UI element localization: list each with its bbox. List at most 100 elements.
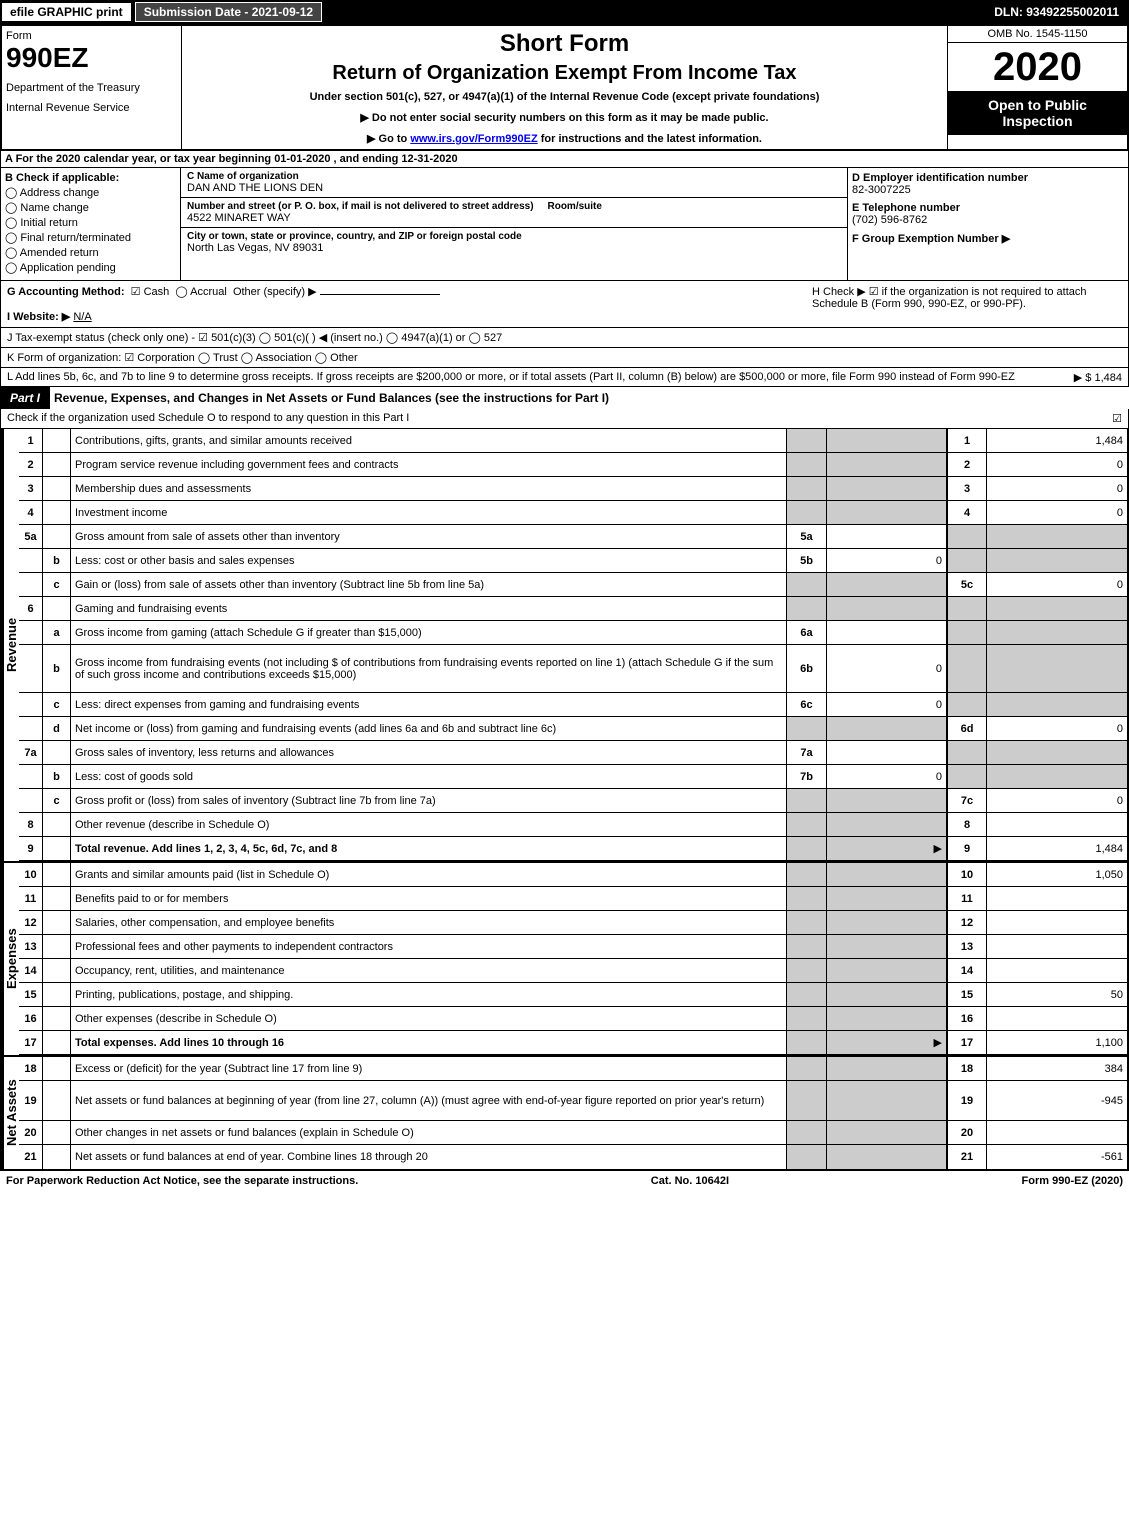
line-num: 19 [19,1081,43,1120]
in-num: 5a [787,525,827,548]
line-5a: 5aGross amount from sale of assets other… [19,525,1127,549]
chk-label: Amended return [20,247,99,259]
line-desc: Gross income from fundraising events (no… [71,645,787,692]
out-num: 13 [947,935,987,958]
in-val [827,741,947,764]
line-num: 11 [19,887,43,910]
line-desc: Total expenses. Add lines 10 through 16 [75,1037,284,1049]
out-val: 0 [987,789,1127,812]
footer-right: Form 990-EZ (2020) [1022,1175,1123,1187]
chk-initial-return[interactable]: ◯ Initial return [5,216,176,229]
line-num: 12 [19,911,43,934]
line-num: 5a [19,525,43,548]
chk-label: Initial return [20,217,77,229]
chk-address-change[interactable]: ◯ Address change [5,186,176,199]
section-d-e-f: D Employer identification number 82-3007… [848,168,1128,280]
irs-label: Internal Revenue Service [6,102,177,114]
line-desc: Professional fees and other payments to … [71,935,787,958]
warning-ssn: ▶ Do not enter social security numbers o… [186,111,943,124]
line-4: 4Investment income40 [19,501,1127,525]
chk-name-change[interactable]: ◯ Name change [5,201,176,214]
chk-final-return[interactable]: ◯ Final return/terminated [5,231,176,244]
part-sub-check: ☑ [1112,412,1122,425]
line-9: 9Total revenue. Add lines 1, 2, 3, 4, 5c… [19,837,1127,861]
line-desc: Other changes in net assets or fund bala… [71,1121,787,1144]
line-sub: b [43,549,71,572]
line-6a: aGross income from gaming (attach Schedu… [19,621,1127,645]
line-20: 20 Other changes in net assets or fund ba… [19,1121,1127,1145]
line-num: 21 [19,1145,43,1169]
line-num: 8 [19,813,43,836]
line-8: 8Other revenue (describe in Schedule O)8 [19,813,1127,837]
out-num: 17 [947,1031,987,1054]
irs-link[interactable]: www.irs.gov/Form990EZ [410,133,537,145]
line-desc: Printing, publications, postage, and shi… [71,983,787,1006]
line-num: 14 [19,959,43,982]
line-6d: dNet income or (loss) from gaming and fu… [19,717,1127,741]
section-j: J Tax-exempt status (check only one) - ☑… [0,328,1129,348]
out-num: 20 [947,1121,987,1144]
net-assets-section: Net Assets 18Excess or (deficit) for the… [0,1055,1129,1171]
out-val: 0 [987,477,1127,500]
out-num: 8 [947,813,987,836]
line-num: 18 [19,1057,43,1080]
section-h: H Check ▶ ☑ if the organization is not r… [802,285,1122,323]
out-val: -945 [987,1081,1127,1120]
chk-application-pending[interactable]: ◯ Application pending [5,261,176,274]
line-num: 17 [19,1031,43,1054]
line-11: 11 Benefits paid to or for members 11 [19,887,1127,911]
revenue-side-label: Revenue [2,429,19,861]
efile-print-label[interactable]: efile GRAPHIC print [2,3,131,21]
out-num: 10 [947,863,987,886]
in-val: 0 [827,765,947,788]
section-k: K Form of organization: ☑ Corporation ◯ … [0,348,1129,368]
line-16: 16Other expenses (describe in Schedule O… [19,1007,1127,1031]
part-number: Part I [0,387,50,409]
other-label: Other (specify) ▶ [233,286,317,298]
dept-treasury: Department of the Treasury [6,82,177,94]
chk-amended-return[interactable]: ◯ Amended return [5,246,176,259]
out-num: 12 [947,911,987,934]
chk-label: Application pending [20,262,116,274]
line-num: 4 [19,501,43,524]
city-row: City or town, state or province, country… [181,228,847,257]
out-num: 2 [947,453,987,476]
city-label: City or town, state or province, country… [187,231,841,242]
line-num: 2 [19,453,43,476]
line-12: 12Salaries, other compensation, and empl… [19,911,1127,935]
out-num: 11 [947,887,987,910]
out-val [987,935,1127,958]
line-desc: Contributions, gifts, grants, and simila… [71,429,787,452]
line-num: 1 [19,429,43,452]
line-sub: a [43,621,71,644]
in-num: 6b [787,645,827,692]
out-val [987,1007,1127,1030]
room-label: Room/suite [547,201,601,212]
other-specify-input[interactable] [320,294,440,295]
section-l-text: L Add lines 5b, 6c, and 7b to line 9 to … [7,371,1015,383]
group-row: F Group Exemption Number ▶ [852,232,1124,245]
section-b: B Check if applicable: ◯ Address change … [1,168,181,280]
line-desc: Net income or (loss) from gaming and fun… [71,717,787,740]
out-val: 384 [987,1057,1127,1080]
phone-value: (702) 596-8762 [852,214,1124,226]
short-form-title: Short Form [186,30,943,58]
line-10: 10Grants and similar amounts paid (list … [19,863,1127,887]
in-num: 7b [787,765,827,788]
line-num: 13 [19,935,43,958]
tax-year: 2020 [948,43,1127,91]
website-value: N/A [73,311,91,323]
open-inspection: Open to Public Inspection [948,91,1127,135]
line-desc: Gross profit or (loss) from sales of inv… [71,789,787,812]
line-desc: Gross amount from sale of assets other t… [71,525,787,548]
out-val: 1,484 [987,429,1127,452]
line-13: 13 Professional fees and other payments t… [19,935,1127,959]
line-num: 7a [19,741,43,764]
line-desc: Benefits paid to or for members [71,887,787,910]
line-sub: b [43,765,71,788]
line-desc: Gain or (loss) from sale of assets other… [71,573,787,596]
city-state-zip: North Las Vegas, NV 89031 [187,242,841,254]
line-sub: c [43,573,71,596]
line-21: 21Net assets or fund balances at end of … [19,1145,1127,1169]
line-desc: Excess or (deficit) for the year (Subtra… [71,1057,787,1080]
